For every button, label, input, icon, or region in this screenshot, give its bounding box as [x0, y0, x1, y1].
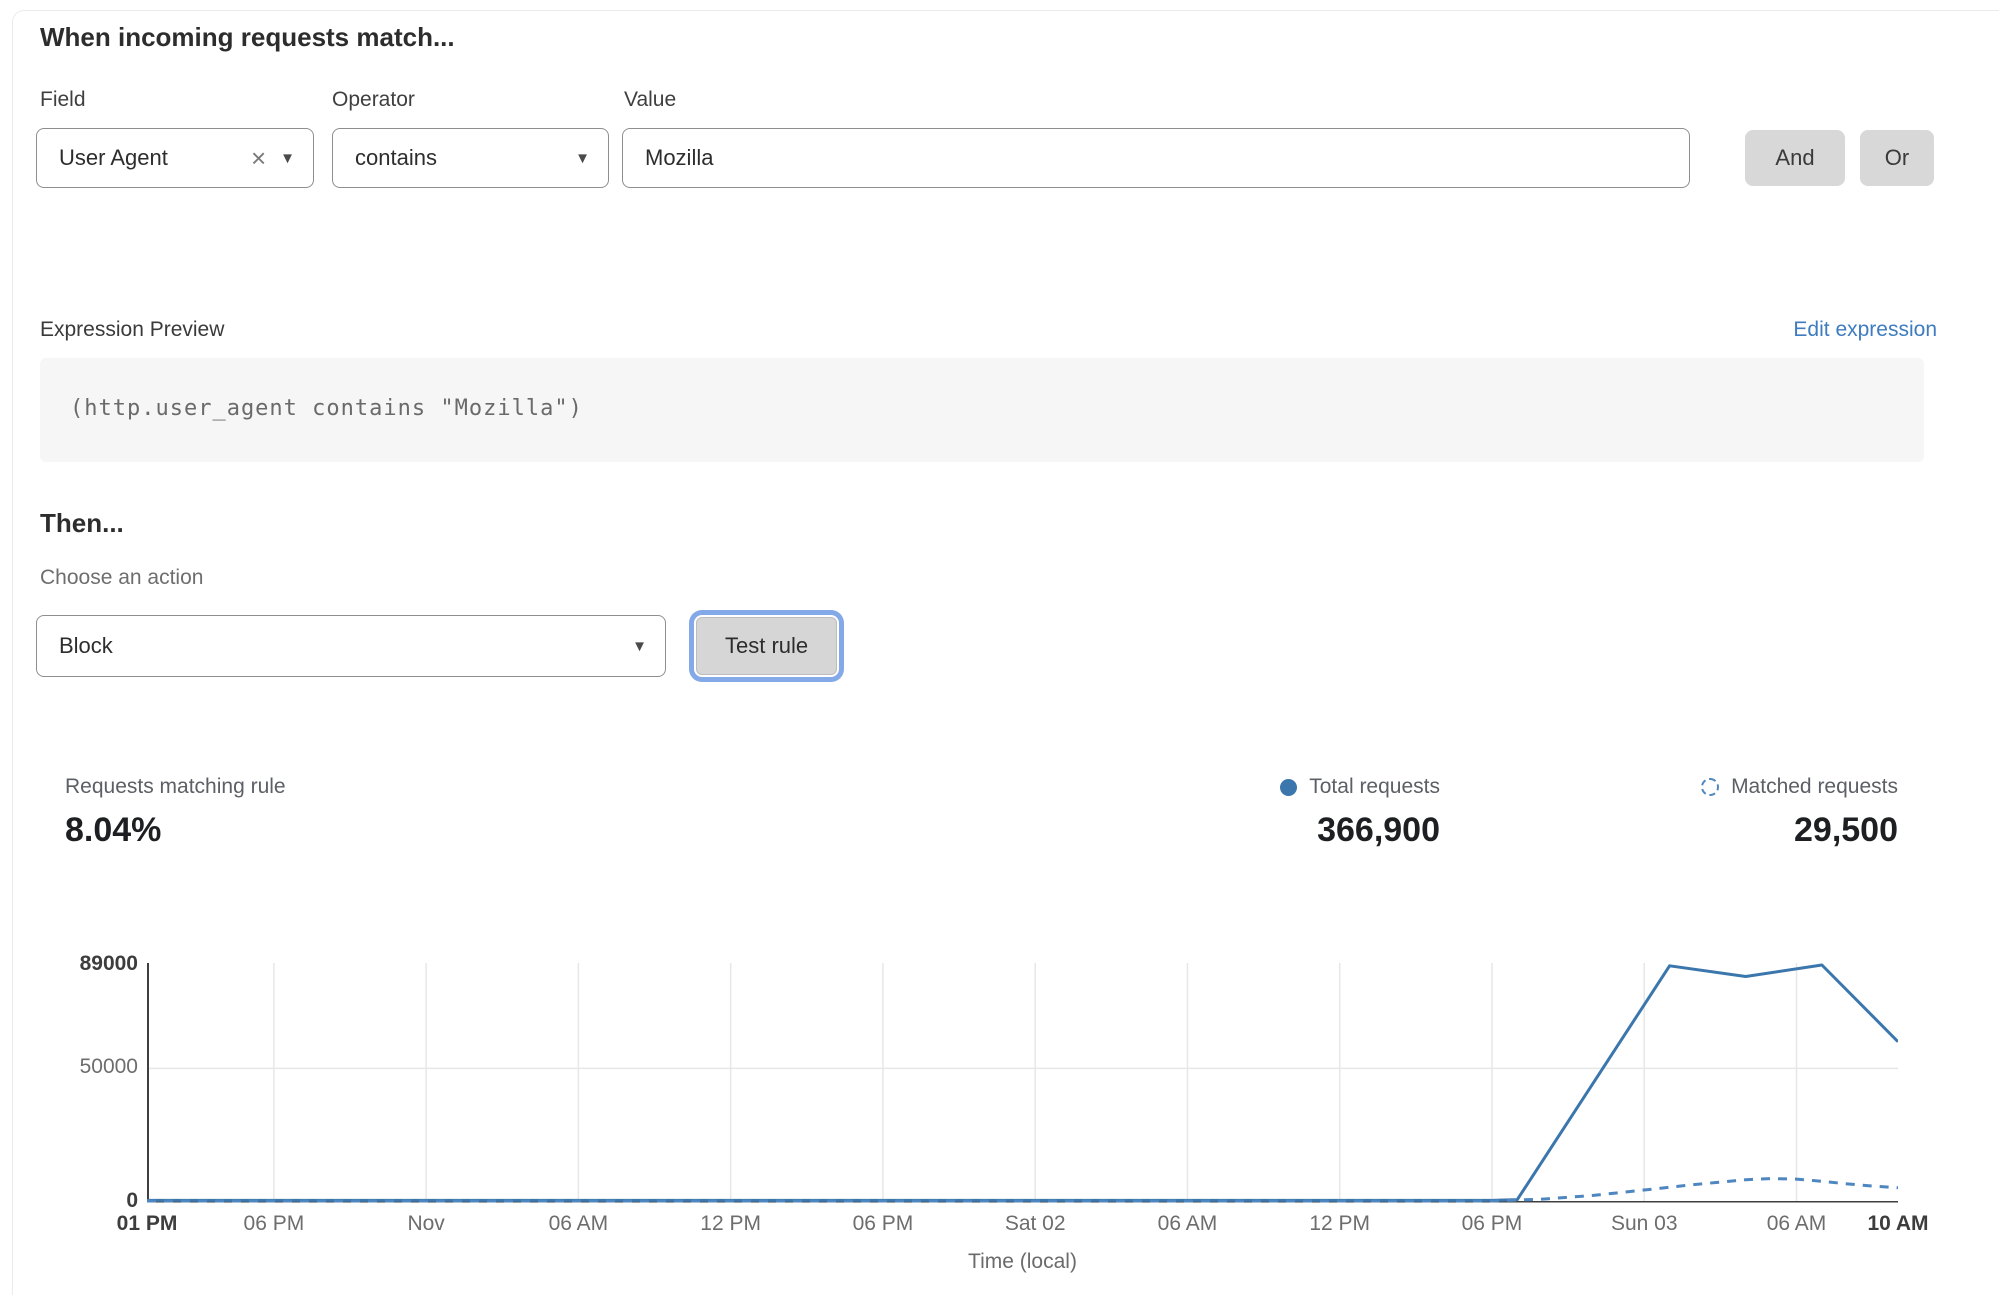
value-label: Value [624, 88, 677, 111]
value-input[interactable] [622, 128, 1690, 188]
y-tick-label: 50000 [79, 1055, 138, 1079]
action-select[interactable]: Block ▼ [36, 615, 666, 677]
operator-select[interactable]: contains ▼ [332, 128, 609, 188]
x-tick-label: 01 PM [116, 1212, 178, 1235]
x-tick-label: 06 PM [243, 1212, 305, 1235]
requests-matching-value: 8.04% [65, 811, 162, 849]
requests-chart [147, 963, 1898, 1203]
x-tick-label: 12 PM [700, 1212, 761, 1235]
then-heading: Then... [40, 508, 124, 538]
field-select[interactable]: User Agent × ▼ [36, 128, 314, 188]
y-tick-label: 89000 [79, 951, 138, 975]
matched-requests-value: 29,500 [1794, 811, 1898, 849]
requests-matching-stat: Requests matching rule 8.04% [65, 775, 286, 850]
x-tick-label: 06 AM [548, 1212, 609, 1235]
x-tick-label: 06 PM [1461, 1212, 1523, 1235]
choose-action-label: Choose an action [40, 566, 204, 589]
chevron-down-icon: ▼ [280, 149, 295, 167]
match-heading: When incoming requests match... [40, 22, 455, 52]
action-select-value: Block [59, 633, 113, 658]
y-tick-label: 0 [126, 1188, 138, 1212]
field-select-value: User Agent [59, 145, 168, 170]
total-requests-dot-icon [1280, 778, 1298, 796]
x-tick-label: 06 AM [1157, 1212, 1218, 1235]
matched-requests-circle-icon [1701, 778, 1720, 796]
matched-requests-label: Matched requests [1731, 775, 1898, 798]
operator-select-value: contains [355, 145, 437, 170]
expression-code: (http.user_agent contains "Mozilla") [70, 396, 583, 421]
clear-field-icon[interactable]: × [250, 143, 267, 173]
operator-label: Operator [332, 88, 415, 111]
chevron-down-icon: ▼ [632, 637, 647, 655]
x-axis-title: Time (local) [968, 1250, 1077, 1273]
chevron-down-icon: ▼ [575, 149, 590, 167]
x-tick-label: 06 PM [852, 1212, 914, 1235]
matched-requests-stat: Matched requests 29,500 [1701, 775, 1898, 850]
and-button[interactable]: And [1745, 130, 1845, 186]
or-button[interactable]: Or [1860, 130, 1934, 186]
total-requests-stat: Total requests 366,900 [1280, 775, 1440, 850]
x-tick-label: 12 PM [1309, 1212, 1371, 1235]
requests-matching-label: Requests matching rule [65, 775, 286, 798]
expression-code-block: (http.user_agent contains "Mozilla") [40, 358, 1924, 462]
x-tick-label: 10 AM [1867, 1212, 1929, 1235]
x-tick-label: Nov [407, 1212, 445, 1235]
field-label: Field [40, 88, 86, 111]
test-rule-button[interactable]: Test rule [696, 617, 838, 675]
edit-expression-link[interactable]: Edit expression [1793, 318, 1937, 341]
x-tick-label: 06 AM [1766, 1212, 1827, 1235]
expression-preview-label: Expression Preview [40, 318, 225, 341]
total-requests-label: Total requests [1309, 775, 1440, 798]
x-tick-label: Sat 02 [1004, 1212, 1066, 1235]
total-requests-value: 366,900 [1317, 811, 1440, 849]
x-tick-label: Sun 03 [1610, 1212, 1678, 1235]
